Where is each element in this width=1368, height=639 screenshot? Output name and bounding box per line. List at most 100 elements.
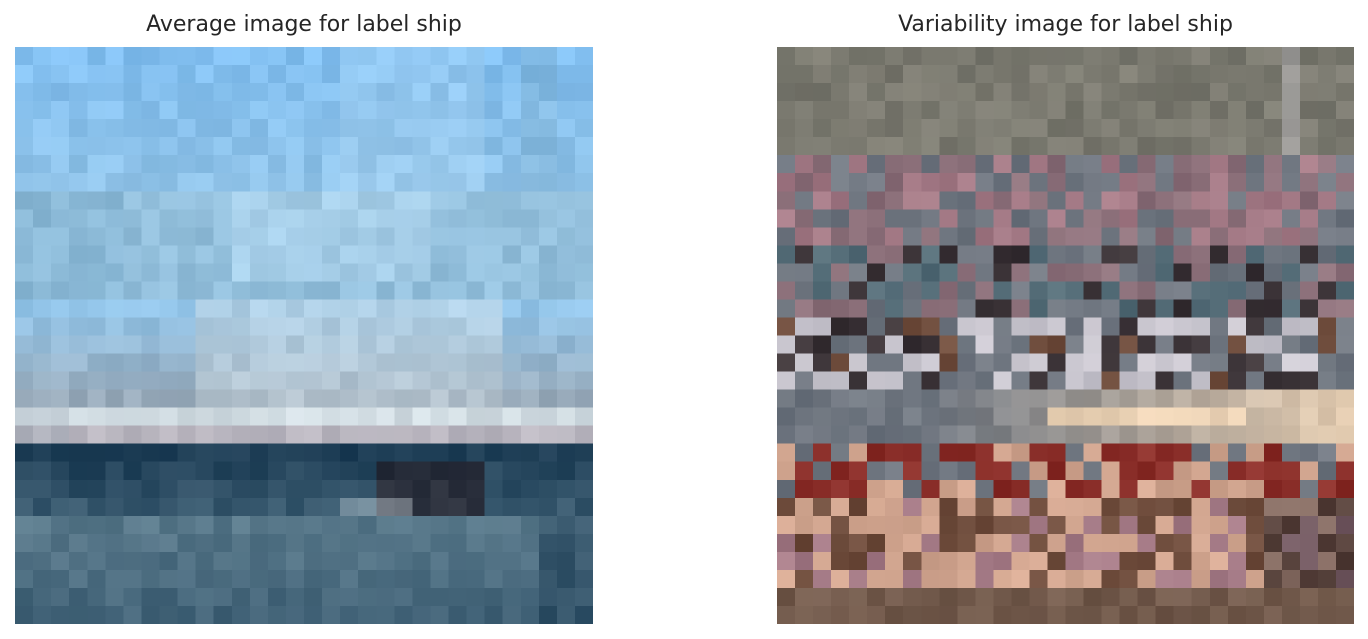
average-ship-image-pixel: [141, 173, 160, 192]
variability-ship-image-pixel: [1209, 299, 1229, 318]
average-ship-image-pixel: [177, 209, 196, 228]
variability-ship-image-pixel: [975, 299, 994, 318]
variability-ship-image-pixel: [849, 227, 868, 246]
average-ship-image-pixel: [87, 245, 106, 264]
variability-ship-image-pixel: [993, 191, 1012, 210]
average-ship-image-pixel: [87, 587, 106, 607]
average-ship-image-pixel: [358, 335, 377, 354]
variability-ship-image-pixel: [795, 515, 814, 535]
variability-ship-image-pixel: [795, 281, 814, 300]
average-ship-image-pixel: [249, 515, 269, 535]
average-ship-image-pixel: [430, 65, 449, 84]
variability-ship-image-pixel: [1299, 587, 1319, 607]
average-ship-image-pixel: [322, 569, 341, 589]
average-ship-image-pixel: [394, 497, 413, 517]
variability-ship-image-pixel: [1155, 317, 1175, 336]
average-ship-image-pixel: [87, 317, 106, 336]
variability-ship-image-pixel: [1299, 479, 1319, 499]
average-ship-image-pixel: [267, 299, 287, 318]
average-ship-image-pixel: [159, 443, 178, 463]
average-ship-image-pixel: [412, 317, 431, 336]
variability-ship-image-pixel: [1335, 155, 1354, 174]
variability-ship-image-pixel: [1317, 515, 1337, 535]
average-ship-image-pixel: [285, 245, 305, 264]
variability-ship-image-pixel: [1263, 191, 1283, 210]
variability-ship-image-pixel: [885, 497, 904, 517]
variability-ship-image-pixel: [1011, 317, 1030, 336]
variability-ship-image-pixel: [1101, 47, 1120, 66]
variability-ship-image-pixel: [939, 389, 958, 408]
variability-ship-image-pixel: [1245, 47, 1265, 66]
variability-ship-image-pixel: [975, 263, 994, 282]
average-ship-image-pixel: [466, 587, 485, 607]
average-ship-image-pixel: [430, 173, 449, 192]
variability-ship-image-pixel: [1011, 281, 1030, 300]
average-ship-image-pixel: [15, 461, 34, 481]
variability-ship-image-pixel: [1317, 245, 1337, 264]
average-ship-image-pixel: [69, 245, 88, 264]
average-ship-image-pixel: [195, 443, 215, 463]
variability-ship-image-pixel: [939, 137, 958, 156]
average-ship-image-pixel: [430, 101, 449, 120]
average-ship-image-pixel: [520, 353, 540, 372]
average-ship-image-pixel: [394, 569, 413, 589]
average-ship-image-pixel: [502, 587, 522, 607]
variability-ship-image-pixel: [939, 263, 958, 282]
average-ship-image-pixel: [448, 155, 467, 174]
variability-ship-image-pixel: [1209, 227, 1229, 246]
average-ship-image-pixel: [105, 407, 124, 427]
average-ship-image-pixel: [195, 587, 215, 607]
average-ship-image-pixel: [141, 263, 160, 282]
variability-ship-image-pixel: [921, 263, 940, 282]
average-ship-image-pixel: [484, 335, 504, 354]
average-ship-image-pixel: [502, 65, 522, 84]
average-ship-image-pixel: [412, 605, 431, 624]
variability-ship-image-pixel: [1101, 497, 1120, 517]
variability-ship-image-pixel: [921, 191, 940, 210]
variability-ship-image-pixel: [1209, 245, 1229, 264]
variability-ship-image-pixel: [957, 533, 976, 553]
average-ship-image-pixel: [322, 371, 341, 390]
variability-ship-image-pixel: [993, 47, 1012, 66]
average-ship-image-pixel: [15, 299, 34, 318]
variability-ship-image-pixel: [1245, 551, 1265, 571]
average-ship-image-pixel: [69, 353, 88, 372]
average-ship-image-pixel: [69, 479, 88, 499]
variability-ship-image-pixel: [921, 587, 940, 607]
average-ship-image-pixel: [15, 119, 34, 138]
variability-ship-image-pixel: [921, 245, 940, 264]
variability-ship-image-pixel: [1209, 137, 1229, 156]
variability-ship-image-pixel: [885, 569, 904, 589]
variability-ship-image-pixel: [957, 173, 976, 192]
variability-ship-image-pixel: [957, 155, 976, 174]
variability-ship-image-pixel: [957, 209, 976, 228]
average-ship-image-pixel: [448, 245, 467, 264]
average-ship-image-pixel: [105, 389, 124, 408]
variability-ship-image-pixel: [1137, 83, 1157, 102]
average-ship-image-pixel: [213, 299, 233, 318]
average-ship-image-pixel: [105, 569, 124, 589]
variability-ship-image-pixel: [1029, 227, 1048, 246]
average-ship-image-pixel: [304, 605, 323, 624]
average-ship-image-pixel: [538, 191, 558, 210]
average-ship-image-pixel: [159, 389, 178, 408]
average-ship-image-pixel: [141, 515, 160, 535]
average-ship-image-pixel: [466, 119, 485, 138]
average-ship-image-pixel: [502, 353, 522, 372]
variability-ship-image-pixel: [1137, 587, 1157, 607]
variability-ship-image-pixel: [1191, 461, 1211, 481]
average-ship-image-pixel: [213, 587, 233, 607]
variability-ship-image-pixel: [957, 227, 976, 246]
average-ship-image-pixel: [340, 119, 359, 138]
variability-ship-image-pixel: [1263, 479, 1283, 499]
variability-ship-image-pixel: [1083, 299, 1102, 318]
variability-ship-image-pixel: [1299, 281, 1319, 300]
average-ship-image-pixel: [51, 47, 70, 66]
average-ship-image-pixel: [502, 371, 522, 390]
variability-ship-image-pixel: [867, 299, 886, 318]
average-ship-image-pixel: [249, 227, 269, 246]
variability-ship-image-pixel: [975, 371, 994, 390]
average-ship-image-pixel: [394, 605, 413, 624]
average-ship-image-pixel: [412, 155, 431, 174]
average-ship-image-pixel: [69, 317, 88, 336]
